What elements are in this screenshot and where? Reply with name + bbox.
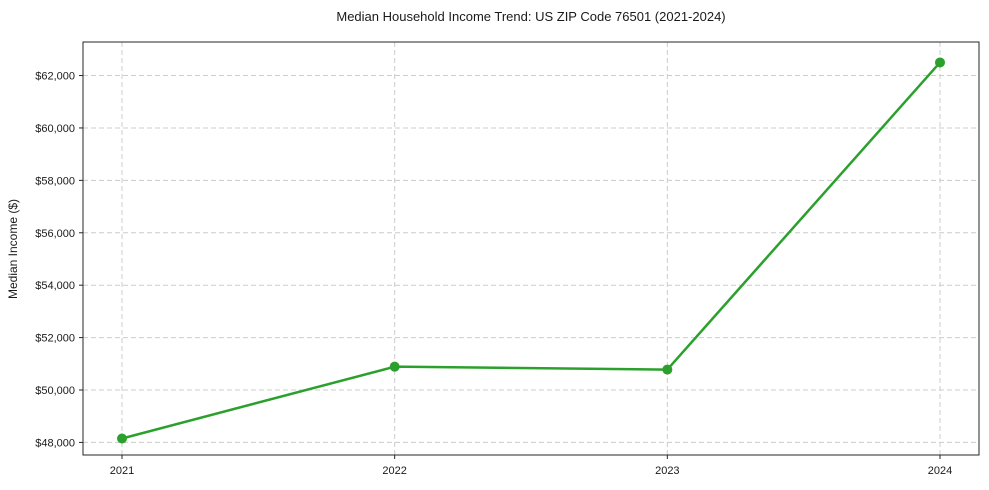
y-tick-label: $54,000 — [35, 280, 75, 292]
data-point-2023 — [662, 364, 673, 375]
y-tick-label: $62,000 — [35, 71, 75, 83]
x-tick-label: 2021 — [110, 465, 134, 477]
y-tick-label: $60,000 — [35, 123, 75, 135]
data-point-2022 — [389, 361, 400, 372]
y-tick-label: $50,000 — [35, 385, 75, 397]
data-point-2021 — [117, 433, 127, 444]
y-tick-label: $56,000 — [35, 228, 75, 240]
x-tick-label: 2024 — [928, 465, 952, 477]
data-point-2024 — [935, 57, 945, 68]
y-tick-label: $58,000 — [35, 175, 75, 187]
income-trend-line — [120, 61, 942, 440]
x-tick-label: 2023 — [655, 465, 679, 477]
y-tick-label: $52,000 — [35, 333, 75, 345]
x-tick-label: 2022 — [382, 465, 406, 477]
chart-title: Median Household Income Trend: US ZIP Co… — [336, 9, 726, 24]
y-tick-label: $48,000 — [35, 437, 75, 449]
plot-border — [82, 41, 980, 456]
